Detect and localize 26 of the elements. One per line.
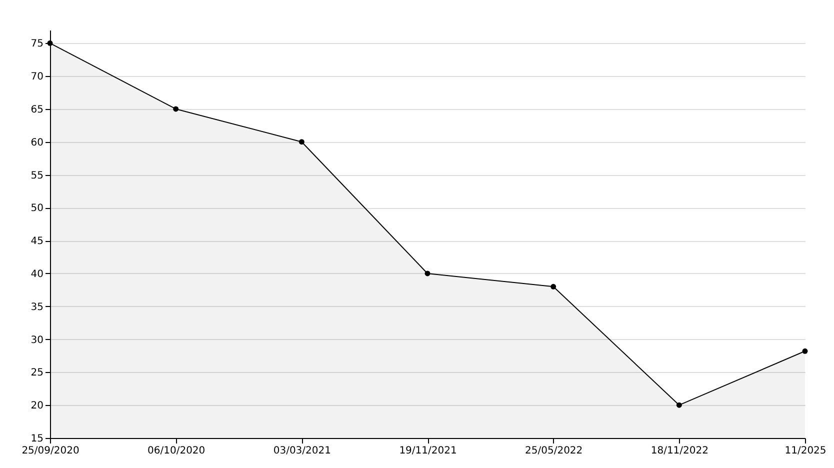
x-tick-label: 18/11/2022	[650, 446, 708, 456]
y-tick-label: 60	[30, 137, 44, 148]
y-tick-label: 30	[30, 334, 44, 346]
y-tick-label: 50	[30, 203, 44, 214]
point	[676, 402, 682, 408]
x-tick-label: 03/03/2021	[273, 446, 331, 456]
y-tick-label: 70	[30, 72, 44, 83]
y-tick-label: 25	[30, 368, 44, 379]
x-tick-label: 25/09/2020	[22, 446, 80, 456]
point	[173, 106, 179, 112]
y-tick-label: 20	[30, 400, 44, 412]
y-tick-label: 75	[30, 38, 44, 50]
x-tick-label: 06/10/2020	[148, 446, 206, 456]
point	[550, 284, 556, 290]
y-tick-label: 15	[30, 434, 44, 444]
x-tick-label: 11/2025	[784, 446, 826, 456]
x-tick-label: 25/05/2022	[525, 446, 583, 456]
y-tick-label: 45	[30, 236, 44, 248]
point	[802, 348, 808, 354]
x-tick-label: 19/11/2021	[399, 446, 457, 456]
y-tick-label: 65	[30, 104, 44, 116]
y-tick-label: 35	[30, 302, 44, 313]
y-tick-label: 40	[30, 268, 44, 280]
point	[424, 270, 430, 276]
point	[298, 139, 304, 145]
y-tick-label: 55	[30, 170, 44, 182]
